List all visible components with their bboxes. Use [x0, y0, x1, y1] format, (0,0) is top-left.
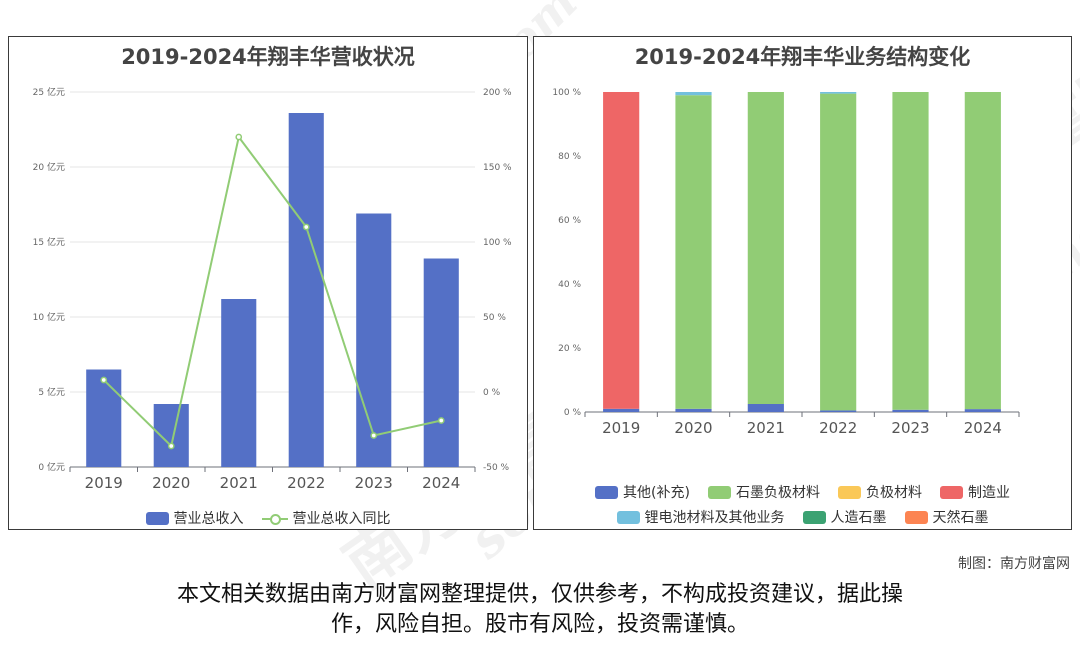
legend-swatch-battery-material [616, 510, 640, 524]
disclaimer: 本文相关数据由南方财富网整理提供，仅供参考，不构成投资建议，据此操 作，风险自担… [0, 580, 1080, 640]
x-tick-label: 2021 [747, 419, 785, 437]
y-tick-label: 80 % [558, 152, 581, 162]
y-left-tick-label: 25 亿元 [33, 86, 65, 98]
x-tick-label: 2019 [85, 474, 123, 492]
y-left-tick-label: 5 亿元 [38, 386, 65, 398]
disclaimer-line-2: 作，风险自担。股市有风险，投资需谨慎。 [330, 612, 749, 637]
legend-swatch-anode-material [837, 485, 861, 499]
legend-swatch-revenue [145, 511, 169, 525]
y-tick-label: 0 % [564, 408, 582, 418]
x-tick-label: 2023 [355, 474, 393, 492]
revenue-yoy-line [103, 134, 442, 448]
legend-item-manufacturing[interactable]: 制造业 [939, 482, 1010, 502]
structure-bar-segment [675, 408, 712, 412]
structure-bar-segment [964, 92, 1001, 410]
revenue-bar [423, 258, 459, 467]
legend-swatch-manufacturing [939, 485, 963, 499]
y-tick-label: 100 % [552, 88, 581, 98]
x-tick-label: 2020 [152, 474, 190, 492]
y-right-tick-label: 100 % [483, 238, 512, 248]
structure-bar-segment [747, 404, 784, 412]
business-structure-chart-panel: 2019-2024年翔丰华业务结构变化 0 % 20 % 40 % 60 % 80 % 1… [533, 36, 1072, 530]
revenue-yoy-point [100, 376, 108, 384]
legend-label-natural-graphite: 天然石墨 [932, 510, 989, 526]
revenue-chart-panel: 2019-2024年翔丰华营收状况 0 亿元 -50 % 5 亿元 0 % 10 亿元 5… [8, 36, 528, 530]
legend-label-other: 其他(补充) [623, 485, 690, 501]
legend-item-natural-graphite[interactable]: 天然石墨 [904, 507, 989, 527]
structure-bar-segment [675, 95, 712, 409]
structure-bar-segment [820, 92, 857, 94]
y-left-tick-label: 0 亿元 [38, 461, 65, 473]
y-right-tick-label: -50 % [483, 463, 510, 473]
legend-swatch-natural-graphite [904, 510, 928, 524]
y-right-tick-label: 200 % [483, 88, 512, 98]
revenue-bar [221, 299, 257, 467]
legend-swatch-other [595, 485, 619, 499]
legend-swatch-graphite-anode [707, 485, 731, 499]
y-right-tick-label: 50 % [483, 313, 506, 323]
legend-swatch-artificial-graphite [802, 510, 826, 524]
y-left-tick-label: 10 亿元 [33, 311, 65, 323]
legend-label-battery-material: 锂电池材料及其他业务 [644, 510, 785, 526]
legend-label-manufacturing: 制造业 [967, 485, 1010, 501]
legend-label-graphite-anode: 石墨负极材料 [735, 485, 820, 501]
revenue-bar [288, 113, 324, 467]
revenue-legend: 营业总收入 营业总收入同比 [9, 508, 527, 533]
structure-legend: 其他(补充) 石墨负极材料 负极材料 制造业 锂电池材料及其他业务 人 [534, 482, 1071, 532]
legend-item-artificial-graphite[interactable]: 人造石墨 [802, 507, 887, 527]
chart-credit: 制图：南方财富网 [958, 556, 1070, 572]
y-right-tick-label: 150 % [483, 163, 512, 173]
legend-label-artificial-graphite: 人造石墨 [830, 510, 887, 526]
legend-label-revenue: 营业总收入 [173, 511, 244, 527]
structure-bar-segment [964, 409, 1001, 412]
legend-label-revenue-yoy: 营业总收入同比 [292, 511, 391, 527]
legend-item-battery-material[interactable]: 锂电池材料及其他业务 [616, 507, 785, 527]
x-tick-label: 2024 [422, 474, 460, 492]
structure-bar-segment [603, 92, 640, 409]
structure-bar-segment [603, 408, 640, 412]
legend-swatch-revenue-yoy [261, 512, 288, 525]
y-tick-label: 20 % [558, 344, 581, 354]
revenue-yoy-point [302, 223, 310, 231]
structure-bar-segment [820, 93, 857, 411]
y-tick-label: 60 % [558, 216, 581, 226]
legend-item-other[interactable]: 其他(补充) [595, 482, 690, 502]
structure-bar-segment [747, 92, 784, 404]
structure-bar-segment [820, 410, 857, 412]
revenue-yoy-point [437, 417, 445, 424]
revenue-bar [153, 404, 189, 467]
y-left-tick-label: 20 亿元 [33, 161, 65, 173]
legend-item-revenue-yoy[interactable]: 营业总收入同比 [261, 508, 391, 528]
y-right-tick-label: 0 % [483, 388, 501, 398]
revenue-yoy-point [167, 442, 175, 450]
revenue-chart: 0 亿元 -50 % 5 亿元 0 % 10 亿元 50 % 15 亿元 100 % 20 亿元… [33, 86, 512, 492]
y-tick-label: 40 % [558, 280, 581, 290]
x-tick-label: 2022 [287, 474, 325, 492]
x-tick-label: 2021 [220, 474, 258, 492]
legend-item-anode-material[interactable]: 负极材料 [837, 482, 922, 502]
x-tick-label: 2023 [891, 419, 929, 437]
structure-chart-title: 2019-2024年翔丰华业务结构变化 [634, 45, 971, 69]
revenue-bar [356, 213, 392, 467]
x-tick-label: 2022 [819, 419, 857, 437]
structure-bar-segment [892, 409, 929, 412]
structure-bar-segment [892, 92, 929, 410]
legend-label-anode-material: 负极材料 [865, 485, 922, 501]
business-structure-chart: 0 % 20 % 40 % 60 % 80 % 100 % 2019 2020 2021 2022… [552, 88, 1020, 437]
x-tick-label: 2020 [674, 419, 712, 437]
revenue-yoy-point [235, 133, 243, 141]
legend-item-revenue[interactable]: 营业总收入 [145, 508, 244, 528]
revenue-yoy-point [370, 432, 378, 439]
y-left-tick-label: 15 亿元 [33, 236, 65, 248]
disclaimer-line-1: 本文相关数据由南方财富网整理提供，仅供参考，不构成投资建议，据此操 [176, 582, 903, 607]
x-tick-label: 2024 [964, 419, 1002, 437]
x-tick-label: 2019 [602, 419, 640, 437]
revenue-bar [86, 369, 122, 467]
legend-item-graphite-anode[interactable]: 石墨负极材料 [707, 482, 820, 502]
revenue-chart-title: 2019-2024年翔丰华营收状况 [121, 45, 415, 69]
structure-bar-segment [675, 92, 712, 96]
